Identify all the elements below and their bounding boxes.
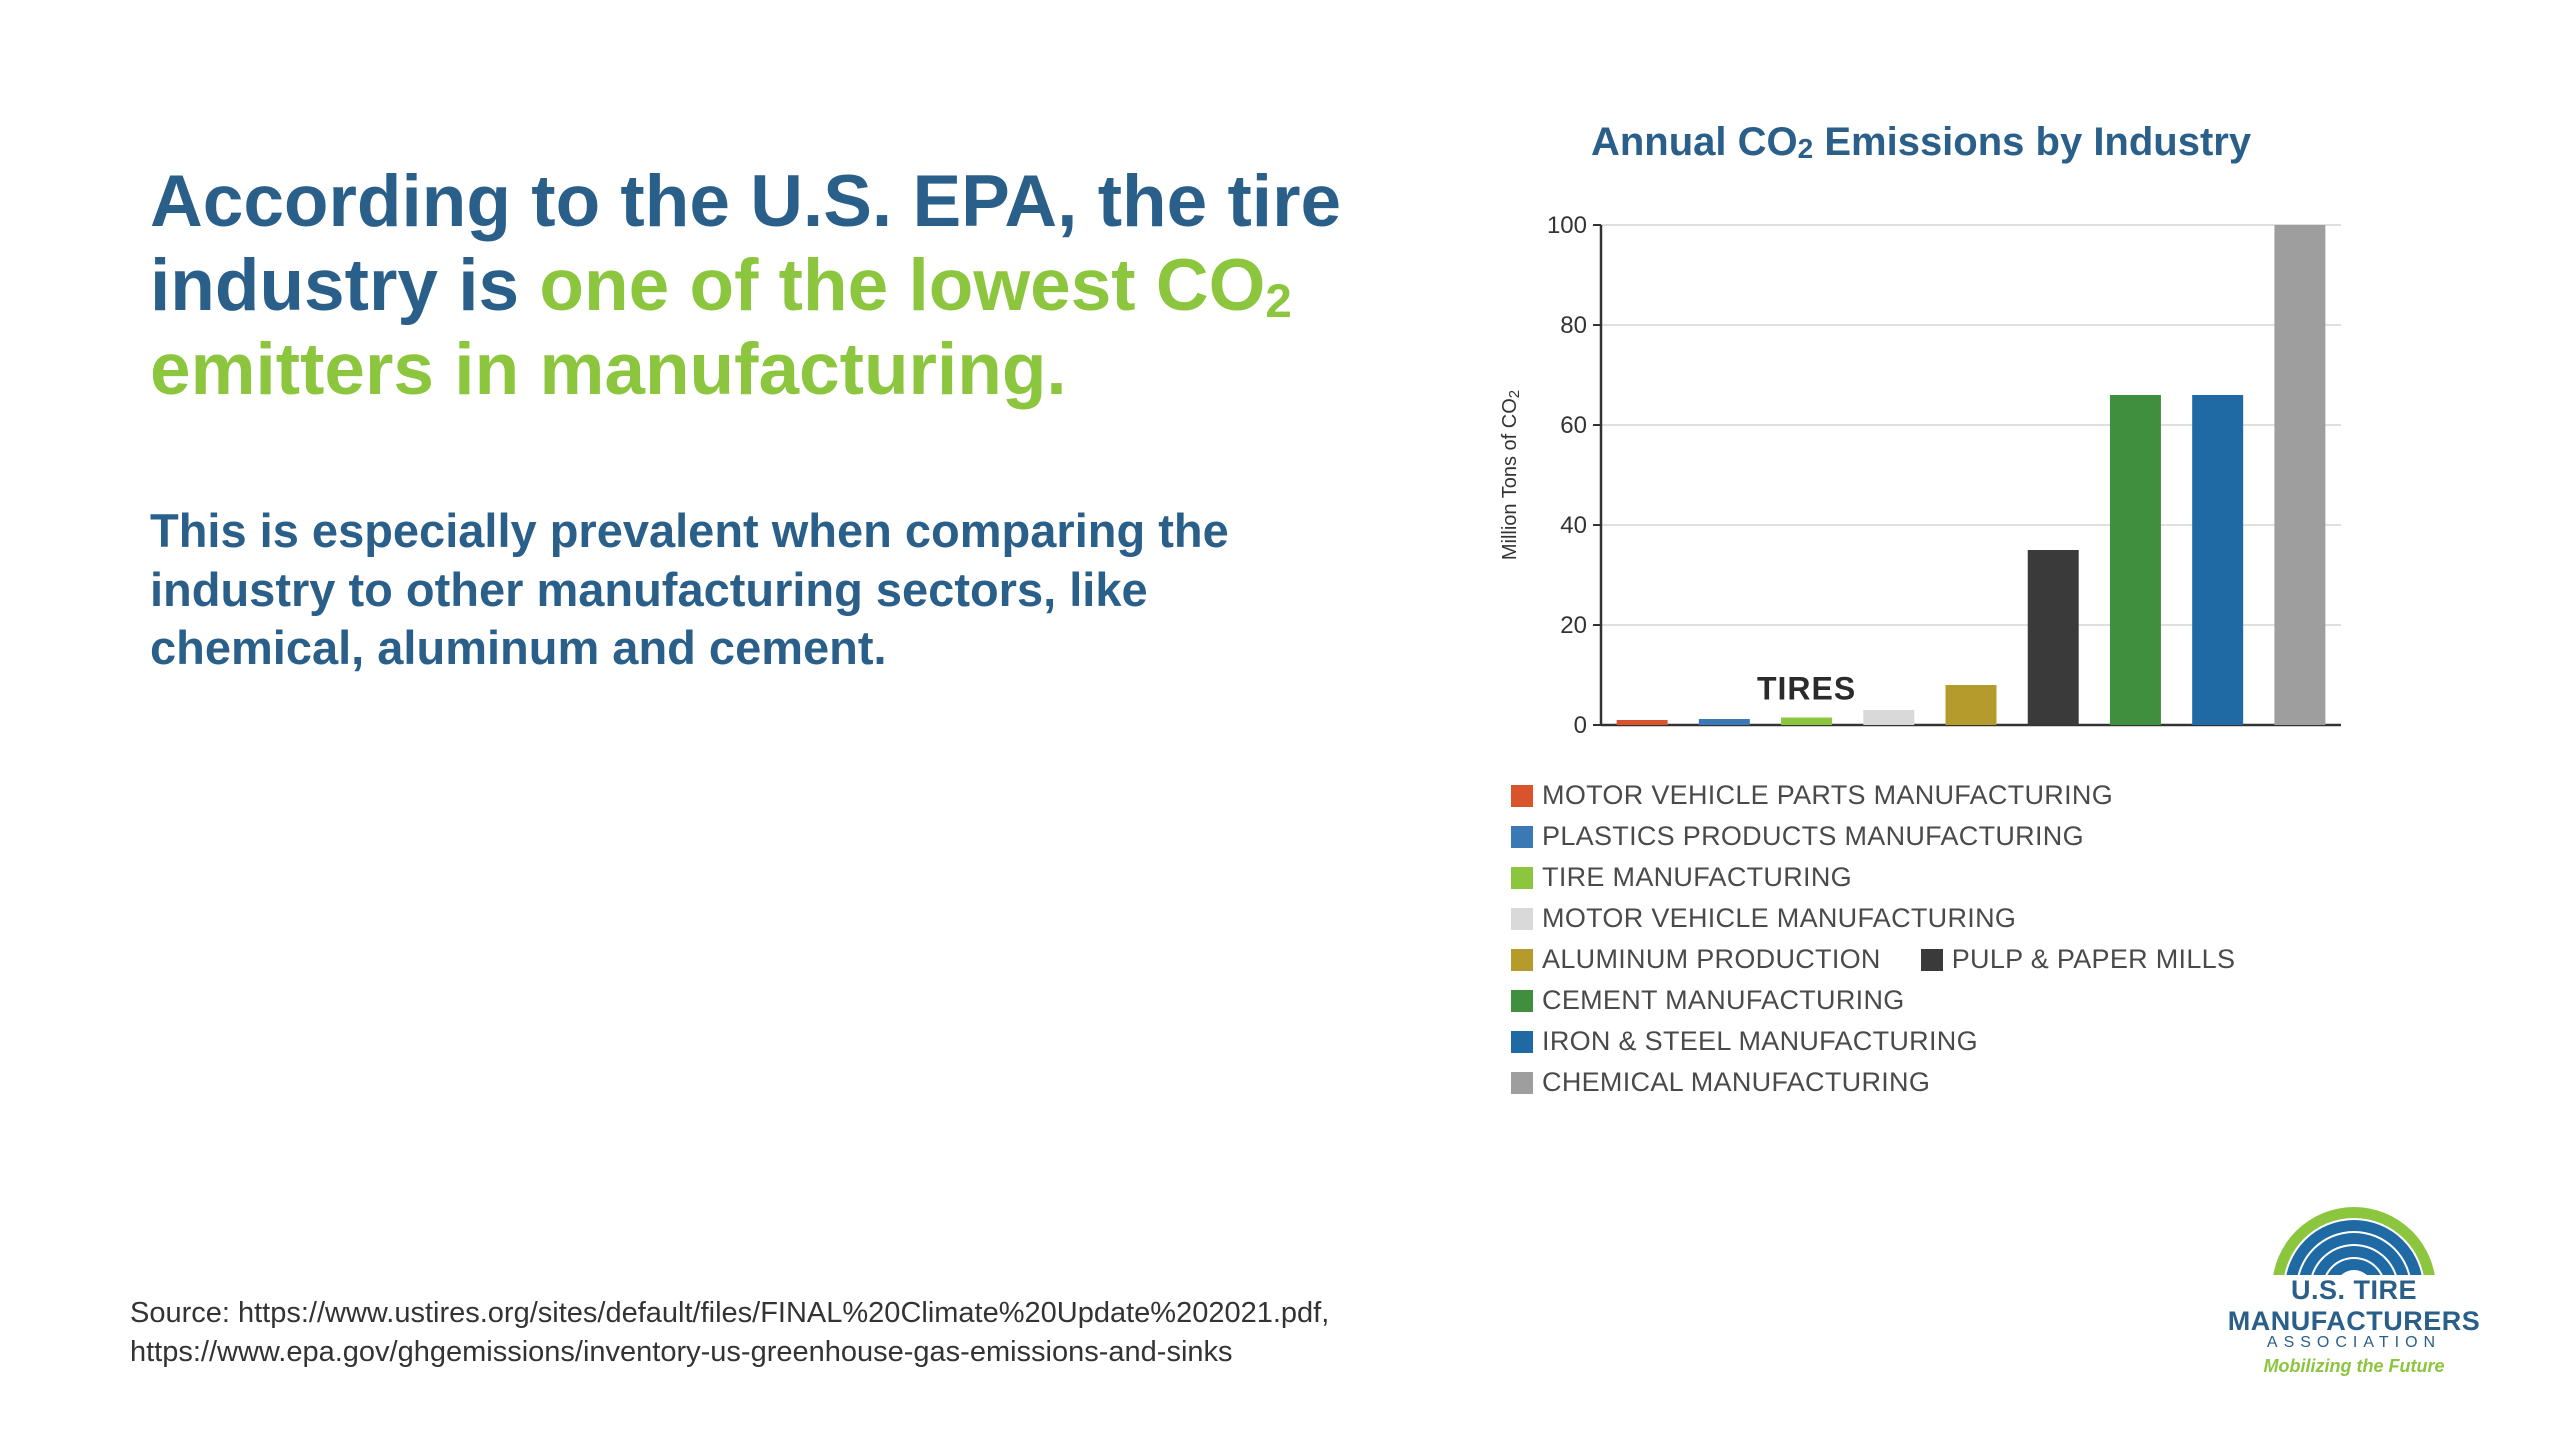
- svg-text:Million Tons of CO2: Million Tons of CO2: [1499, 390, 1523, 560]
- svg-text:100: 100: [1547, 215, 1587, 239]
- chart-title-sub: 2: [1798, 133, 1814, 164]
- subheadline-text: This is especially prevalent when compar…: [150, 502, 1348, 678]
- ustma-logo: U.S. TIRE MANUFACTURERS ASSOCIATION Mobi…: [2224, 1197, 2484, 1377]
- legend-swatch: [1511, 949, 1533, 971]
- chart-title-pre: Annual CO: [1591, 120, 1798, 164]
- headline-accent-post: emitters in manufacturing.: [150, 329, 1067, 410]
- legend-item: PLASTICS PRODUCTS MANUFACTURING: [1511, 821, 2351, 852]
- legend-label: ALUMINUM PRODUCTION: [1542, 944, 1881, 975]
- legend-swatch: [1511, 785, 1533, 807]
- chart-title-post: Emissions by Industry: [1813, 120, 2251, 164]
- chart-title: Annual CO2 Emissions by Industry: [1591, 120, 2251, 165]
- legend-item: CEMENT MANUFACTURING: [1511, 985, 1905, 1016]
- legend-swatch: [1921, 949, 1943, 971]
- legend-item: IRON & STEEL MANUFACTURING: [1511, 1026, 1978, 1057]
- svg-text:0: 0: [1574, 712, 1587, 735]
- bar: [1699, 719, 1750, 725]
- headline-accent-sub: 2: [1265, 275, 1291, 328]
- legend-swatch: [1511, 990, 1533, 1012]
- legend-item: TIRE MANUFACTURING: [1511, 862, 1852, 893]
- slide-container: According to the U.S. EPA, the tire indu…: [0, 0, 2554, 1432]
- svg-text:60: 60: [1560, 412, 1587, 439]
- legend-label: TIRE MANUFACTURING: [1542, 862, 1852, 893]
- chart-legend: MOTOR VEHICLE PARTS MANUFACTURING PLASTIC…: [1491, 780, 2351, 1098]
- bar: [2110, 395, 2161, 725]
- legend-item: MOTOR VEHICLE MANUFACTURING: [1511, 903, 2016, 934]
- legend-swatch: [1511, 1031, 1533, 1053]
- legend-item: ALUMINUM PRODUCTION: [1511, 944, 1881, 975]
- legend-label: PLASTICS PRODUCTS MANUFACTURING: [1542, 821, 2084, 852]
- legend-swatch: [1511, 826, 1533, 848]
- chart-wrapper: 0 20 40 60 80 100 Million Tons of CO2 TIRES: [1388, 215, 2454, 735]
- bar: [1781, 718, 1832, 726]
- logo-line2: MANUFACTURERS: [2224, 1306, 2484, 1337]
- bar: [1946, 685, 1997, 725]
- logo-arch-icon: [2269, 1197, 2439, 1275]
- legend-item: PULP & PAPER MILLS: [1921, 944, 2236, 975]
- legend-label: MOTOR VEHICLE PARTS MANUFACTURING: [1542, 780, 2113, 811]
- legend-label: CHEMICAL MANUFACTURING: [1542, 1067, 1930, 1098]
- text-column: According to the U.S. EPA, the tire indu…: [150, 120, 1348, 1372]
- bar: [1617, 720, 1668, 725]
- legend-item: MOTOR VEHICLE PARTS MANUFACTURING: [1511, 780, 2351, 811]
- bar: [2192, 395, 2243, 725]
- svg-text:TIRES: TIRES: [1757, 671, 1856, 707]
- bar-chart: 0 20 40 60 80 100 Million Tons of CO2 TIRES: [1481, 215, 2361, 735]
- source-line2: https://www.epa.gov/ghgemissions/invento…: [130, 1336, 1233, 1368]
- bar: [2028, 550, 2079, 725]
- bar: [1863, 710, 1914, 725]
- chart-column: Annual CO2 Emissions by Industry 0 20 40 60…: [1348, 120, 2454, 1372]
- svg-text:40: 40: [1560, 512, 1587, 539]
- legend-label: CEMENT MANUFACTURING: [1542, 985, 1905, 1016]
- legend-swatch: [1511, 908, 1533, 930]
- legend-swatch: [1511, 1072, 1533, 1094]
- headline-text: According to the U.S. EPA, the tire indu…: [150, 160, 1348, 412]
- source-line1: https://www.ustires.org/sites/default/fi…: [238, 1297, 1329, 1329]
- svg-text:80: 80: [1560, 312, 1587, 339]
- source-citation: Source: https://www.ustires.org/sites/de…: [130, 1294, 1329, 1372]
- legend-swatch: [1511, 867, 1533, 889]
- svg-text:20: 20: [1560, 612, 1587, 639]
- legend-label: MOTOR VEHICLE MANUFACTURING: [1542, 903, 2016, 934]
- headline-accent-pre: one of the lowest CO: [539, 245, 1265, 326]
- logo-line1: U.S. TIRE: [2224, 1275, 2484, 1306]
- legend-label: IRON & STEEL MANUFACTURING: [1542, 1026, 1978, 1057]
- source-prefix: Source:: [130, 1297, 238, 1329]
- legend-label: PULP & PAPER MILLS: [1952, 944, 2236, 975]
- bar: [2274, 225, 2325, 725]
- legend-item: CHEMICAL MANUFACTURING: [1511, 1067, 2351, 1098]
- logo-tagline: Mobilizing the Future: [2224, 1356, 2484, 1377]
